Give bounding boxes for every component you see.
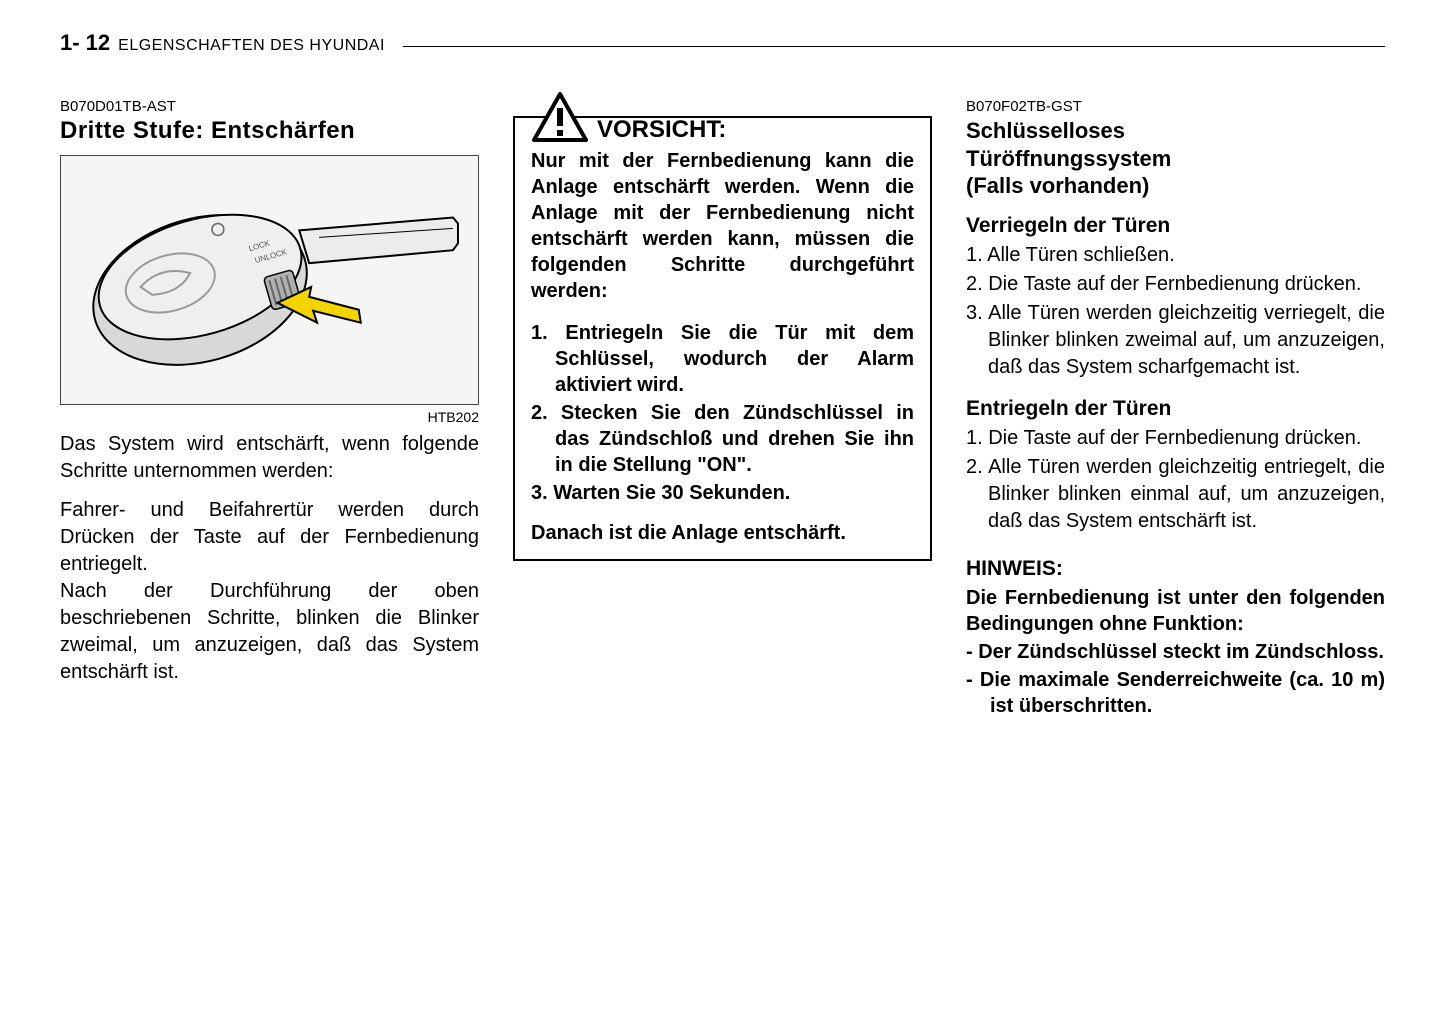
caution-steps: 1. Entriegeln Sie die Tür mit dem Schlüs…: [531, 320, 914, 506]
caution-label: VORSICHT:: [597, 116, 726, 144]
unlock-step-2: 2. Alle Türen werden gleichzeitig entrie…: [966, 454, 1385, 535]
col1-para1: Das System wird entschärft, wenn folgend…: [60, 431, 479, 485]
lock-steps: 1. Alle Türen schließen. 2. Die Taste au…: [966, 242, 1385, 381]
unlock-steps: 1. Die Taste auf der Fernbedienung drück…: [966, 425, 1385, 535]
title3-line3: (Falls vorhanden): [966, 173, 1149, 198]
hinweis-intro: Die Fernbedienung ist unter den folgende…: [966, 585, 1385, 637]
unlock-heading: Entriegeln der Türen: [966, 397, 1385, 421]
column-3: B070F02TB-GST Schlüsselloses Türöffnungs…: [966, 98, 1385, 721]
section-title-1: Dritte Stufe: Entschärfen: [60, 117, 479, 145]
lock-step-2: 2. Die Taste auf der Fernbedienung drück…: [966, 271, 1385, 298]
caution-step-2: 2. Stecken Sie den Zündschlüssel in das …: [531, 400, 914, 478]
figure-label: HTB202: [60, 409, 479, 425]
lock-heading: Verriegeln der Türen: [966, 214, 1385, 238]
content-columns: B070D01TB-AST Dritte Stufe: Entschärfen …: [60, 98, 1385, 721]
section-title-3: Schlüsselloses Türöffnungssystem (Falls …: [966, 117, 1385, 200]
unlock-step-1: 1. Die Taste auf der Fernbedienung drück…: [966, 425, 1385, 452]
caution-intro: Nur mit der Fernbedienung kann die Anlag…: [531, 148, 914, 304]
lock-step-3: 3. Alle Türen werden gleichzeitig verrie…: [966, 300, 1385, 381]
hinweis-list: - Der Zündschlüssel steckt im Zündschlos…: [966, 639, 1385, 719]
col1-body: Das System wird entschärft, wenn folgend…: [60, 431, 479, 686]
hinweis-label: HINWEIS:: [966, 557, 1385, 581]
caution-step-3: 3. Warten Sie 30 Sekunden.: [531, 480, 914, 506]
section-code-3: B070F02TB-GST: [966, 98, 1385, 115]
column-1: B070D01TB-AST Dritte Stufe: Entschärfen …: [60, 98, 479, 721]
col1-para3: Nach der Durchführung der oben beschrieb…: [60, 578, 479, 686]
header-title: ELGENSCHAFTEN DES HYUNDAI: [118, 37, 385, 55]
page-number: 1- 12: [60, 30, 110, 56]
key-svg: LOCK UNLOCK: [61, 156, 478, 404]
key-illustration: LOCK UNLOCK: [60, 155, 479, 405]
header-rule: [403, 46, 1385, 47]
lock-step-1: 1. Alle Türen schließen.: [966, 242, 1385, 269]
hinweis-item-2: - Die maximale Senderreichweite (ca. 10 …: [966, 667, 1385, 719]
caution-foot: Danach ist die Anlage entschärft.: [531, 522, 914, 545]
title3-line2: Türöffnungssystem: [966, 146, 1171, 171]
warning-triangle-icon: [531, 92, 589, 144]
caution-header: VORSICHT:: [531, 92, 914, 144]
col1-para2: Fahrer- und Beifahrertür werden durch Dr…: [60, 497, 479, 578]
caution-box: VORSICHT: Nur mit der Fernbedienung kann…: [513, 116, 932, 561]
caution-step-1: 1. Entriegeln Sie die Tür mit dem Schlüs…: [531, 320, 914, 398]
column-2: VORSICHT: Nur mit der Fernbedienung kann…: [513, 98, 932, 721]
hinweis-item-1: - Der Zündschlüssel steckt im Zündschlos…: [966, 639, 1385, 665]
page-header: 1- 12 ELGENSCHAFTEN DES HYUNDAI: [60, 30, 1385, 56]
title3-line1: Schlüsselloses: [966, 118, 1125, 143]
section-code-1: B070D01TB-AST: [60, 98, 479, 115]
